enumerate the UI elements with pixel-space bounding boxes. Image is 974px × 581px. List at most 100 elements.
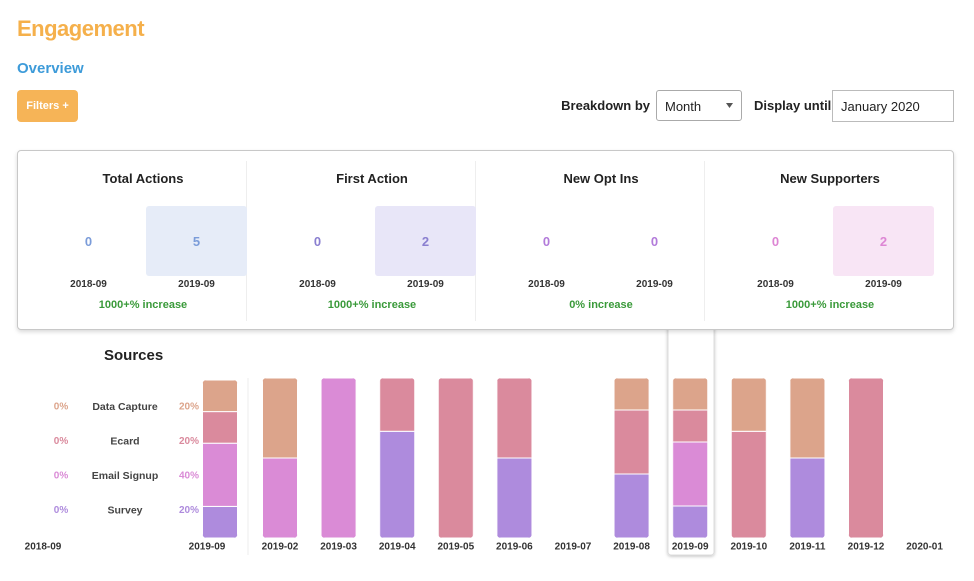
highlight-box bbox=[146, 206, 247, 276]
value-label: 20% bbox=[179, 402, 199, 413]
bar-segment bbox=[789, 457, 825, 538]
x-tick-label: 2019-06 bbox=[496, 542, 533, 553]
bar-segment bbox=[848, 378, 884, 538]
breakdown-label: Breakdown by bbox=[561, 98, 650, 113]
page-title: Engagement bbox=[17, 16, 145, 41]
period-label: 2019-09 bbox=[636, 279, 673, 290]
legend-label: Email Signup bbox=[92, 470, 159, 482]
value-label: 0% bbox=[54, 505, 69, 516]
x-tick-label: 2019-10 bbox=[730, 542, 767, 553]
bar-segment bbox=[202, 505, 238, 538]
bar-segment bbox=[321, 378, 357, 538]
legend-label: Data Capture bbox=[92, 401, 158, 413]
bar-segment bbox=[672, 441, 708, 507]
period-label: 2019-09 bbox=[865, 279, 902, 290]
stat-title: First Action bbox=[336, 171, 408, 186]
legend-label: Ecard bbox=[110, 435, 139, 447]
x-tick-label: 2019-05 bbox=[437, 542, 474, 553]
chart-title: Sources bbox=[104, 347, 163, 364]
x-tick-label: 2019-04 bbox=[379, 542, 416, 553]
stat-title: Total Actions bbox=[102, 171, 184, 186]
period-label: 2018-09 bbox=[70, 279, 107, 290]
bar bbox=[438, 378, 474, 538]
x-tick-label: 2019-03 bbox=[320, 542, 357, 553]
stat-value: 0 bbox=[84, 234, 93, 249]
x-tick-label: 2019-09 bbox=[672, 542, 709, 553]
bar-segment bbox=[202, 442, 238, 507]
period-label: 2018-09 bbox=[299, 279, 336, 290]
stat-value: 0 bbox=[542, 234, 551, 249]
stat-change: 0% increase bbox=[569, 299, 633, 311]
dropdown-arrow bbox=[726, 103, 733, 108]
stat-value: 2 bbox=[879, 234, 888, 249]
bar-segment bbox=[731, 430, 767, 538]
bar bbox=[321, 378, 357, 538]
bar bbox=[379, 378, 415, 538]
bar-segment bbox=[262, 378, 298, 459]
stat-change: 1000+% increase bbox=[98, 299, 188, 311]
bar bbox=[672, 378, 708, 538]
stat-value: 0 bbox=[313, 234, 322, 249]
stat-value: 0 bbox=[771, 234, 780, 249]
bar-segment bbox=[379, 430, 415, 538]
stat-value: 2 bbox=[421, 234, 430, 249]
bar-segment bbox=[496, 378, 532, 459]
period-label: 2018-09 bbox=[528, 279, 565, 290]
value-label: 20% bbox=[179, 505, 199, 516]
card-divider bbox=[704, 161, 705, 321]
highlight-box bbox=[833, 206, 934, 276]
period-label: 2019-09 bbox=[178, 279, 215, 290]
bar-segment bbox=[672, 409, 708, 443]
bar-segment bbox=[262, 457, 298, 538]
stat-card: First Action 0 2018-09 2 2019-09 1000+% incre… bbox=[247, 151, 476, 329]
bar bbox=[731, 378, 767, 538]
bar-segment bbox=[614, 473, 650, 538]
stat-title: New Opt Ins bbox=[563, 171, 639, 186]
period-label: 2018-09 bbox=[757, 279, 794, 290]
stats-panel: Total Actions 0 2018-09 5 2019-09 1000+% incr… bbox=[17, 150, 954, 330]
x-tick-label: 2019-11 bbox=[789, 542, 826, 553]
stat-change: 1000+% increase bbox=[785, 299, 875, 311]
value-label: 40% bbox=[179, 471, 199, 482]
bar-segment bbox=[672, 378, 708, 411]
value-label: 0% bbox=[54, 402, 69, 413]
display-until-input[interactable]: January 2020 bbox=[832, 90, 954, 122]
value-label: 0% bbox=[54, 471, 69, 482]
value-label: 0% bbox=[54, 436, 69, 447]
stat-card: New Supporters 0 2018-09 2 2019-09 1000+% inc… bbox=[705, 151, 934, 329]
bar-segment bbox=[496, 457, 532, 538]
bar-segment bbox=[202, 411, 238, 444]
filters-button[interactable]: Filters + bbox=[17, 90, 78, 122]
bar bbox=[614, 378, 650, 538]
bar-segment bbox=[672, 505, 708, 538]
bar bbox=[262, 378, 298, 538]
breakdown-select[interactable]: Month bbox=[656, 90, 742, 121]
stat-card: Total Actions 0 2018-09 5 2019-09 1000+% incr… bbox=[18, 151, 247, 329]
legend-label: Survey bbox=[107, 504, 142, 516]
stat-change: 1000+% increase bbox=[327, 299, 417, 311]
x-tick-label: 2020-01 bbox=[906, 542, 943, 553]
period-label: 2019-09 bbox=[407, 279, 444, 290]
bar bbox=[789, 378, 825, 538]
x-tick-label: 2019-09 bbox=[189, 542, 226, 553]
stat-title: New Supporters bbox=[780, 171, 880, 186]
x-tick-label: 2019-07 bbox=[555, 542, 592, 553]
bar-segment bbox=[614, 378, 650, 411]
stat-value: 0 bbox=[650, 234, 659, 249]
bar-segment bbox=[789, 378, 825, 459]
value-label: 20% bbox=[179, 436, 199, 447]
bar-segment bbox=[614, 409, 650, 475]
x-tick-label: 2019-12 bbox=[848, 542, 885, 553]
section-title: Overview bbox=[17, 60, 84, 77]
bar-segment bbox=[202, 380, 238, 413]
highlight-box bbox=[375, 206, 476, 276]
bar bbox=[496, 378, 532, 538]
x-tick-label: 2019-08 bbox=[613, 542, 650, 553]
x-tick-label: 2019-02 bbox=[262, 542, 299, 553]
select-value: Month bbox=[665, 99, 702, 114]
display-until-label: Display until bbox=[754, 98, 832, 113]
bar-segment bbox=[438, 378, 474, 538]
x-tick-label: 2018-09 bbox=[25, 542, 62, 553]
